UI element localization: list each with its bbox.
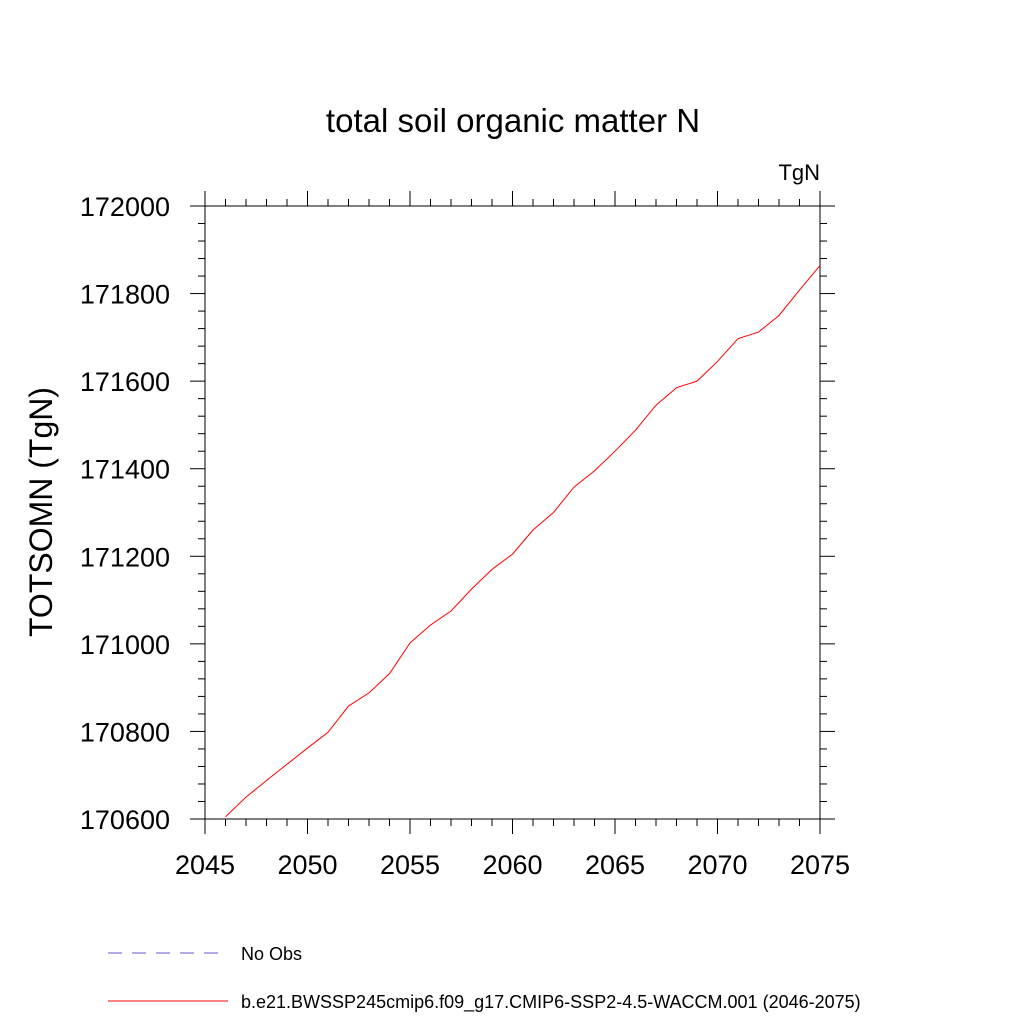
- x-tick-label: 2050: [277, 850, 337, 880]
- y-tick-label: 171000: [80, 630, 170, 660]
- legend: No Obs b.e21.BWSSP245cmip6.f09_g17.CMIP6-…: [108, 944, 861, 1013]
- x-tick-label: 2060: [482, 850, 542, 880]
- y-tick-label: 171200: [80, 542, 170, 572]
- axis-ticks: [190, 191, 835, 834]
- y-tick-label: 171600: [80, 367, 170, 397]
- y-tick-label: 170600: [80, 805, 170, 835]
- y-tick-label: 171400: [80, 455, 170, 485]
- y-tick-label: 172000: [80, 192, 170, 222]
- y-axis-label: TOTSOMN (TgN): [23, 387, 59, 637]
- legend-label-0: No Obs: [241, 944, 302, 964]
- y-tick-label: 170800: [80, 717, 170, 747]
- x-tick-label: 2055: [380, 850, 440, 880]
- plot-lines: [225, 265, 821, 818]
- x-tick-label: 2075: [790, 850, 850, 880]
- plot-frame: [204, 205, 821, 820]
- y-tick-label: 171800: [80, 280, 170, 310]
- x-tick-label: 2045: [175, 850, 235, 880]
- units-label: TgN: [778, 160, 820, 185]
- x-tick-label: 2070: [687, 850, 747, 880]
- chart-title: total soil organic matter N: [326, 102, 700, 139]
- x-tick-label: 2065: [585, 850, 645, 880]
- series-line-1: [225, 265, 821, 818]
- legend-label-1: b.e21.BWSSP245cmip6.f09_g17.CMIP6-SSP2-4…: [241, 992, 861, 1013]
- axis-tick-labels: 2045 2050 2055 2060 2065 2070 2075 170600 170800…: [80, 192, 850, 880]
